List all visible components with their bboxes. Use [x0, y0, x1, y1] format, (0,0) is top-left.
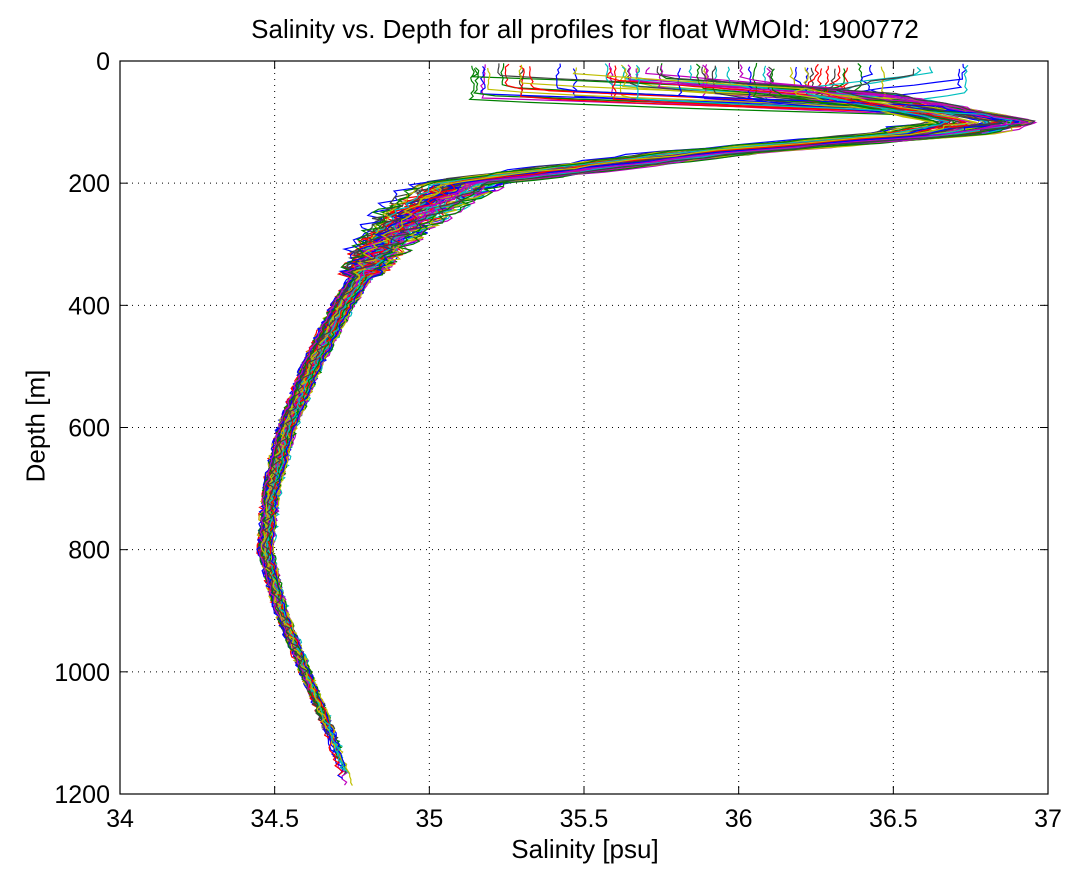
profile-line — [265, 63, 1029, 763]
y-tick-label: 1000 — [54, 659, 110, 687]
y-tick-label: 400 — [68, 292, 110, 320]
profile-line — [263, 67, 1033, 744]
profile-line — [265, 64, 981, 674]
profile-line — [266, 66, 992, 771]
profile-line — [261, 68, 1028, 735]
x-tick-label: 37 — [1034, 805, 1062, 833]
profile-line — [265, 64, 1013, 756]
profile-line — [269, 67, 934, 786]
profile-line — [263, 63, 1035, 770]
y-tick-label: 1200 — [54, 781, 110, 809]
profile-line — [265, 64, 972, 775]
x-tick-label: 36.5 — [869, 805, 918, 833]
profile-line — [263, 67, 946, 774]
profile-line — [258, 64, 1029, 691]
profile-line — [261, 64, 1007, 786]
x-axis-label: Salinity [psu] — [511, 834, 659, 864]
y-tick-label: 0 — [96, 48, 110, 76]
x-tick-label: 35 — [415, 805, 443, 833]
x-tick-label: 36 — [725, 805, 753, 833]
profile-line — [256, 63, 987, 780]
profile-line — [258, 68, 941, 717]
x-tick-label: 35.5 — [560, 805, 609, 833]
x-tick-label: 34 — [106, 805, 134, 833]
y-tick-label: 800 — [68, 537, 110, 565]
profile-line — [264, 68, 986, 753]
profile-line — [256, 66, 1001, 776]
y-axis-label: Depth [m] — [20, 369, 51, 483]
profile-line — [260, 67, 978, 728]
x-tick-label: 34.5 — [250, 805, 299, 833]
profile-line — [261, 62, 994, 776]
y-tick-label: 600 — [68, 415, 110, 443]
y-tick-label: 200 — [68, 170, 110, 198]
profile-line — [262, 65, 1036, 678]
chart-title: Salinity vs. Depth for all profiles for … — [251, 14, 919, 44]
profile-line — [262, 66, 949, 703]
